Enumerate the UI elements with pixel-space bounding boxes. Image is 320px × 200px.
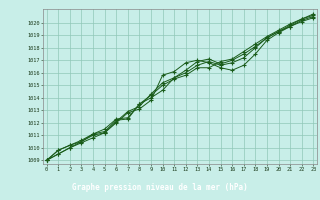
Text: Graphe pression niveau de la mer (hPa): Graphe pression niveau de la mer (hPa) [72,182,248,192]
